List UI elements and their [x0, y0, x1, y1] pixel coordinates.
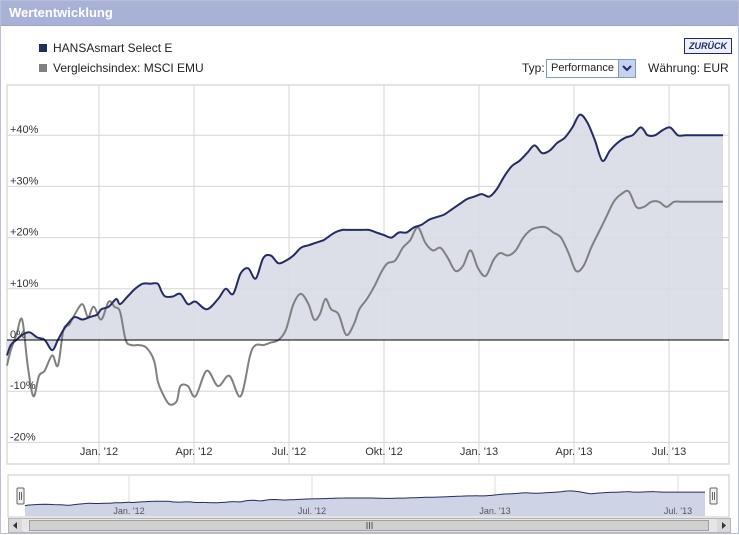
- y-tick-label: +40%: [10, 124, 39, 136]
- legend-label-series1: HANSAsmart Select E: [53, 41, 173, 55]
- typ-select-value: Performance: [551, 62, 614, 74]
- legend-item-series2[interactable]: Vergleichsindex: MSCI EMU: [39, 61, 204, 75]
- series1-area: [7, 114, 723, 356]
- arrow-right-icon: [722, 522, 726, 529]
- navigator-scrollbar[interactable]: [8, 518, 731, 533]
- x-tick-label: Jan. '13: [460, 446, 498, 458]
- legend-swatch-series1: [39, 44, 47, 52]
- navigator-right-handle[interactable]: [709, 487, 718, 505]
- navigator[interactable]: Jan. '12 Jul. '12 Jan. '13 Jul. '13: [7, 474, 730, 518]
- y-tick-label: +20%: [10, 227, 39, 239]
- typ-select-button[interactable]: [618, 60, 635, 77]
- navigator-tick-label: Jul. '13: [664, 506, 692, 516]
- navigator-tick-label: Jan. '12: [113, 506, 144, 516]
- x-tick-label: Apr. '12: [176, 446, 213, 458]
- grip-icon: [366, 522, 373, 529]
- scrollbar-thumb[interactable]: [29, 520, 709, 531]
- currency-label: Währung: EUR: [648, 61, 729, 75]
- arrow-left-icon: [13, 522, 17, 529]
- legend-item-series1[interactable]: HANSAsmart Select E: [39, 41, 172, 55]
- navigator-left-handle[interactable]: [16, 487, 25, 505]
- series2-line: [6, 189, 723, 406]
- navigator-area: [25, 490, 705, 516]
- y-tick-label: +30%: [10, 175, 39, 187]
- back-button[interactable]: ZURÜCK: [684, 38, 732, 54]
- typ-label: Typ:: [522, 61, 545, 75]
- y-tick-label: +10%: [10, 278, 39, 290]
- x-tick-label: Okt. '12: [365, 446, 403, 458]
- navigator-line: [24, 490, 705, 507]
- series1-line: [6, 113, 723, 356]
- y-tick-label: 0%: [10, 329, 26, 341]
- navigator-tick-label: Jul. '12: [298, 506, 326, 516]
- scroll-left-button[interactable]: [9, 519, 22, 532]
- typ-select[interactable]: Performance: [546, 59, 636, 78]
- x-tick-label: Jan. '12: [80, 446, 118, 458]
- y-tick-label: -10%: [10, 380, 36, 392]
- x-tick-label: Jul. '12: [272, 446, 307, 458]
- chevron-down-icon: [622, 65, 632, 72]
- x-tick-label: Apr. '13: [556, 446, 593, 458]
- scroll-right-button[interactable]: [717, 519, 730, 532]
- legend-label-series2: Vergleichsindex: MSCI EMU: [53, 61, 204, 75]
- panel-title: Wertentwicklung: [9, 5, 113, 20]
- legend-swatch-series2: [39, 64, 47, 72]
- x-tick-label: Jul. '13: [652, 446, 687, 458]
- navigator-tick-label: Jan. '13: [479, 506, 510, 516]
- y-tick-label: -20%: [10, 431, 36, 443]
- title-bar: Wertentwicklung: [1, 1, 738, 26]
